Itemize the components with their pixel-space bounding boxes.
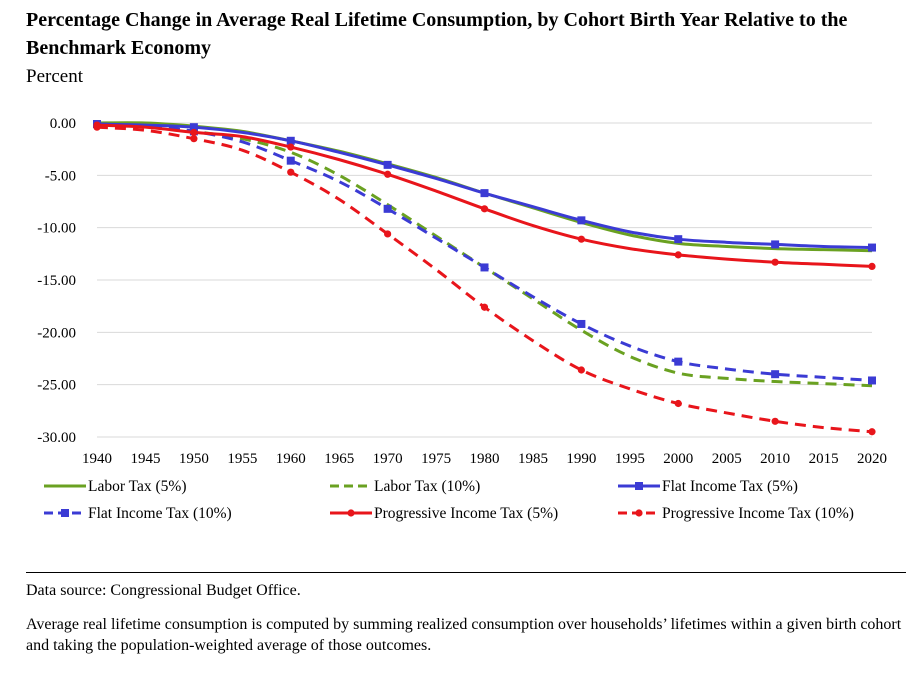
legend-label: Progressive Income Tax (5%) xyxy=(374,505,558,522)
footer-divider xyxy=(26,572,906,573)
y-tick-label: -30.00 xyxy=(37,430,76,446)
legend-item: Flat Income Tax (10%) xyxy=(44,505,232,522)
x-axis: 1940 1945 1950 1955 1960 1965 1970 1975 1980 1985… xyxy=(82,451,887,467)
legend-item: Progressive Income Tax (5%) xyxy=(330,505,558,522)
line-chart: 0.00-5.00-10.00-15.00-20.00-25.00-30.00 … xyxy=(37,116,887,522)
data-point xyxy=(383,204,392,213)
legend-label: Labor Tax (10%) xyxy=(374,478,480,495)
series-3 xyxy=(93,120,876,385)
data-point xyxy=(771,240,780,249)
data-point xyxy=(287,143,295,151)
y-tick-label: -10.00 xyxy=(37,221,76,237)
series-line xyxy=(96,122,873,382)
gridlines xyxy=(97,122,872,438)
unit-label: Percent xyxy=(26,66,83,87)
series-line xyxy=(96,125,873,434)
data-point xyxy=(190,128,198,137)
data-source: Data source: Congressional Budget Office… xyxy=(26,582,301,599)
series-4 xyxy=(93,121,876,270)
series-5 xyxy=(93,123,876,436)
data-point xyxy=(384,170,392,178)
x-tick-label: 2015 xyxy=(809,451,839,467)
x-tick-label: 2010 xyxy=(760,451,790,467)
legend-marker xyxy=(635,482,643,490)
y-tick-label: -5.00 xyxy=(45,168,76,184)
legend-marker xyxy=(61,509,69,517)
x-tick-label: 2000 xyxy=(663,451,693,467)
data-point xyxy=(383,160,392,169)
data-point xyxy=(577,366,585,374)
data-point xyxy=(480,205,489,213)
x-tick-label: 1950 xyxy=(179,451,209,467)
series-layer xyxy=(93,120,876,436)
x-tick-label: 1970 xyxy=(373,451,403,467)
data-point xyxy=(868,262,876,270)
data-point xyxy=(674,251,682,259)
data-point xyxy=(577,235,585,243)
data-point xyxy=(286,136,295,145)
x-tick-label: 1990 xyxy=(566,451,596,467)
data-point xyxy=(480,263,489,272)
footnote: Average real lifetime consumption is com… xyxy=(26,616,902,654)
legend-item: Labor Tax (5%) xyxy=(44,478,186,495)
data-point xyxy=(189,123,198,132)
y-tick-label: -20.00 xyxy=(37,325,76,341)
x-tick-label: 2020 xyxy=(857,451,887,467)
data-point xyxy=(674,357,683,366)
data-point xyxy=(286,156,295,165)
x-tick-label: 1960 xyxy=(276,451,306,467)
x-tick-label: 1995 xyxy=(615,451,645,467)
y-tick-label: -15.00 xyxy=(37,273,76,289)
x-tick-label: 2005 xyxy=(712,451,742,467)
x-tick-label: 1975 xyxy=(421,451,451,467)
data-point xyxy=(868,428,876,436)
data-point xyxy=(384,230,392,238)
data-point xyxy=(868,243,876,252)
y-tick-label: 0.00 xyxy=(50,116,76,132)
legend-label: Flat Income Tax (10%) xyxy=(88,505,232,522)
data-point xyxy=(480,303,489,311)
data-point xyxy=(674,399,682,408)
x-tick-label: 1985 xyxy=(518,451,548,467)
data-point xyxy=(771,258,779,266)
data-point xyxy=(93,123,101,131)
data-point xyxy=(287,168,295,176)
data-point xyxy=(674,235,683,244)
chart-title: Percentage Change in Average Real Lifeti… xyxy=(26,9,848,59)
series-1 xyxy=(96,122,873,388)
x-tick-label: 1980 xyxy=(470,451,500,467)
legend-item: Flat Income Tax (5%) xyxy=(618,478,798,495)
series-line xyxy=(96,122,873,388)
data-point xyxy=(868,376,876,385)
series-2 xyxy=(93,120,876,252)
data-point xyxy=(577,216,586,225)
legend-label: Flat Income Tax (5%) xyxy=(662,478,798,495)
legend-item: Labor Tax (10%) xyxy=(330,478,480,495)
x-tick-label: 1940 xyxy=(82,451,112,467)
x-tick-label: 1965 xyxy=(324,451,354,467)
data-point xyxy=(771,370,780,379)
x-tick-label: 1955 xyxy=(227,451,257,467)
y-tick-label: -25.00 xyxy=(37,378,76,394)
legend-marker xyxy=(635,509,643,517)
x-tick-label: 1945 xyxy=(130,451,160,467)
data-point xyxy=(480,189,489,198)
legend-label: Labor Tax (5%) xyxy=(88,478,186,495)
legend: Labor Tax (5%) Labor Tax (10%) Flat Income… xyxy=(44,478,854,522)
data-point xyxy=(577,319,586,328)
legend-item: Progressive Income Tax (10%) xyxy=(618,505,854,522)
data-point xyxy=(771,417,779,425)
legend-marker xyxy=(347,509,355,517)
legend-label: Progressive Income Tax (10%) xyxy=(662,505,854,522)
y-axis: 0.00 -5.00 -10.00 -15.00 -20.00 -25.00 -30.00 xyxy=(37,116,76,446)
data-point xyxy=(190,135,198,143)
